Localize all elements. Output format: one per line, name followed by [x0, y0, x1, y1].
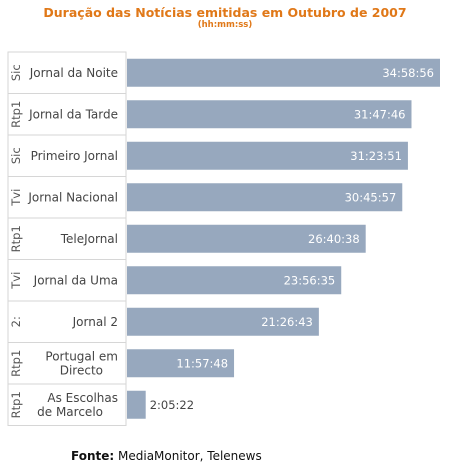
channel-label: Rtp1 [9, 391, 23, 418]
channel-label: Tvi [9, 189, 23, 207]
data-label: 23:56:35 [284, 273, 336, 287]
channel-label: 2: [9, 316, 23, 327]
source-text: MediaMonitor, Telenews [118, 449, 262, 463]
category-label: Jornal da Noite [29, 66, 118, 80]
category-label: TeleJornal [60, 232, 118, 246]
data-label: 11:57:48 [176, 356, 228, 370]
data-label: 30:45:57 [345, 190, 397, 204]
bar [127, 100, 412, 129]
category-label-line: Portugal em [45, 349, 118, 363]
channel-label: Tvi [9, 272, 23, 290]
source-line: Fonte: MediaMonitor, Telenews [71, 449, 262, 463]
data-label: 2:05:22 [150, 398, 194, 412]
channel-label: Rtp1 [9, 101, 23, 128]
chart-subtitle: (hh:mm:ss) [197, 20, 253, 30]
category-label: As Escolhas de Marcelo [37, 391, 118, 419]
category-label: Primeiro Jornal [31, 149, 118, 163]
bar [127, 183, 403, 212]
category-label-line: de Marcelo [37, 405, 103, 419]
category-label-line: Directo [60, 363, 103, 377]
chart-title: Duração das Notícias emitidas em Outubro… [43, 5, 407, 20]
category-label: Portugal em Directo [45, 349, 118, 377]
data-label: 31:23:51 [350, 149, 402, 163]
bar [127, 307, 319, 336]
category-label: Jornal Nacional [27, 190, 118, 204]
category-label: Jornal da Tarde [28, 107, 118, 121]
bar [127, 349, 235, 378]
channel-label: Rtp1 [9, 225, 23, 252]
data-label: 31:47:46 [354, 107, 406, 121]
label-panel [7, 51, 127, 426]
channel-label: Sic [9, 147, 23, 164]
category-label-line: As Escolhas [47, 391, 118, 405]
bar [127, 390, 146, 419]
channel-label: Sic [9, 64, 23, 81]
channel-label: Rtp1 [9, 350, 23, 377]
category-label: Jornal 2 [72, 315, 118, 329]
category-label: Jornal da Uma [33, 273, 118, 287]
bar [127, 266, 342, 295]
bar [127, 58, 440, 87]
data-label: 26:40:38 [308, 232, 360, 246]
data-label: 21:26:43 [261, 315, 313, 329]
bar [127, 141, 408, 170]
data-label: 34:58:56 [382, 66, 434, 80]
source-label: Fonte: [71, 449, 115, 463]
bar [127, 224, 366, 253]
